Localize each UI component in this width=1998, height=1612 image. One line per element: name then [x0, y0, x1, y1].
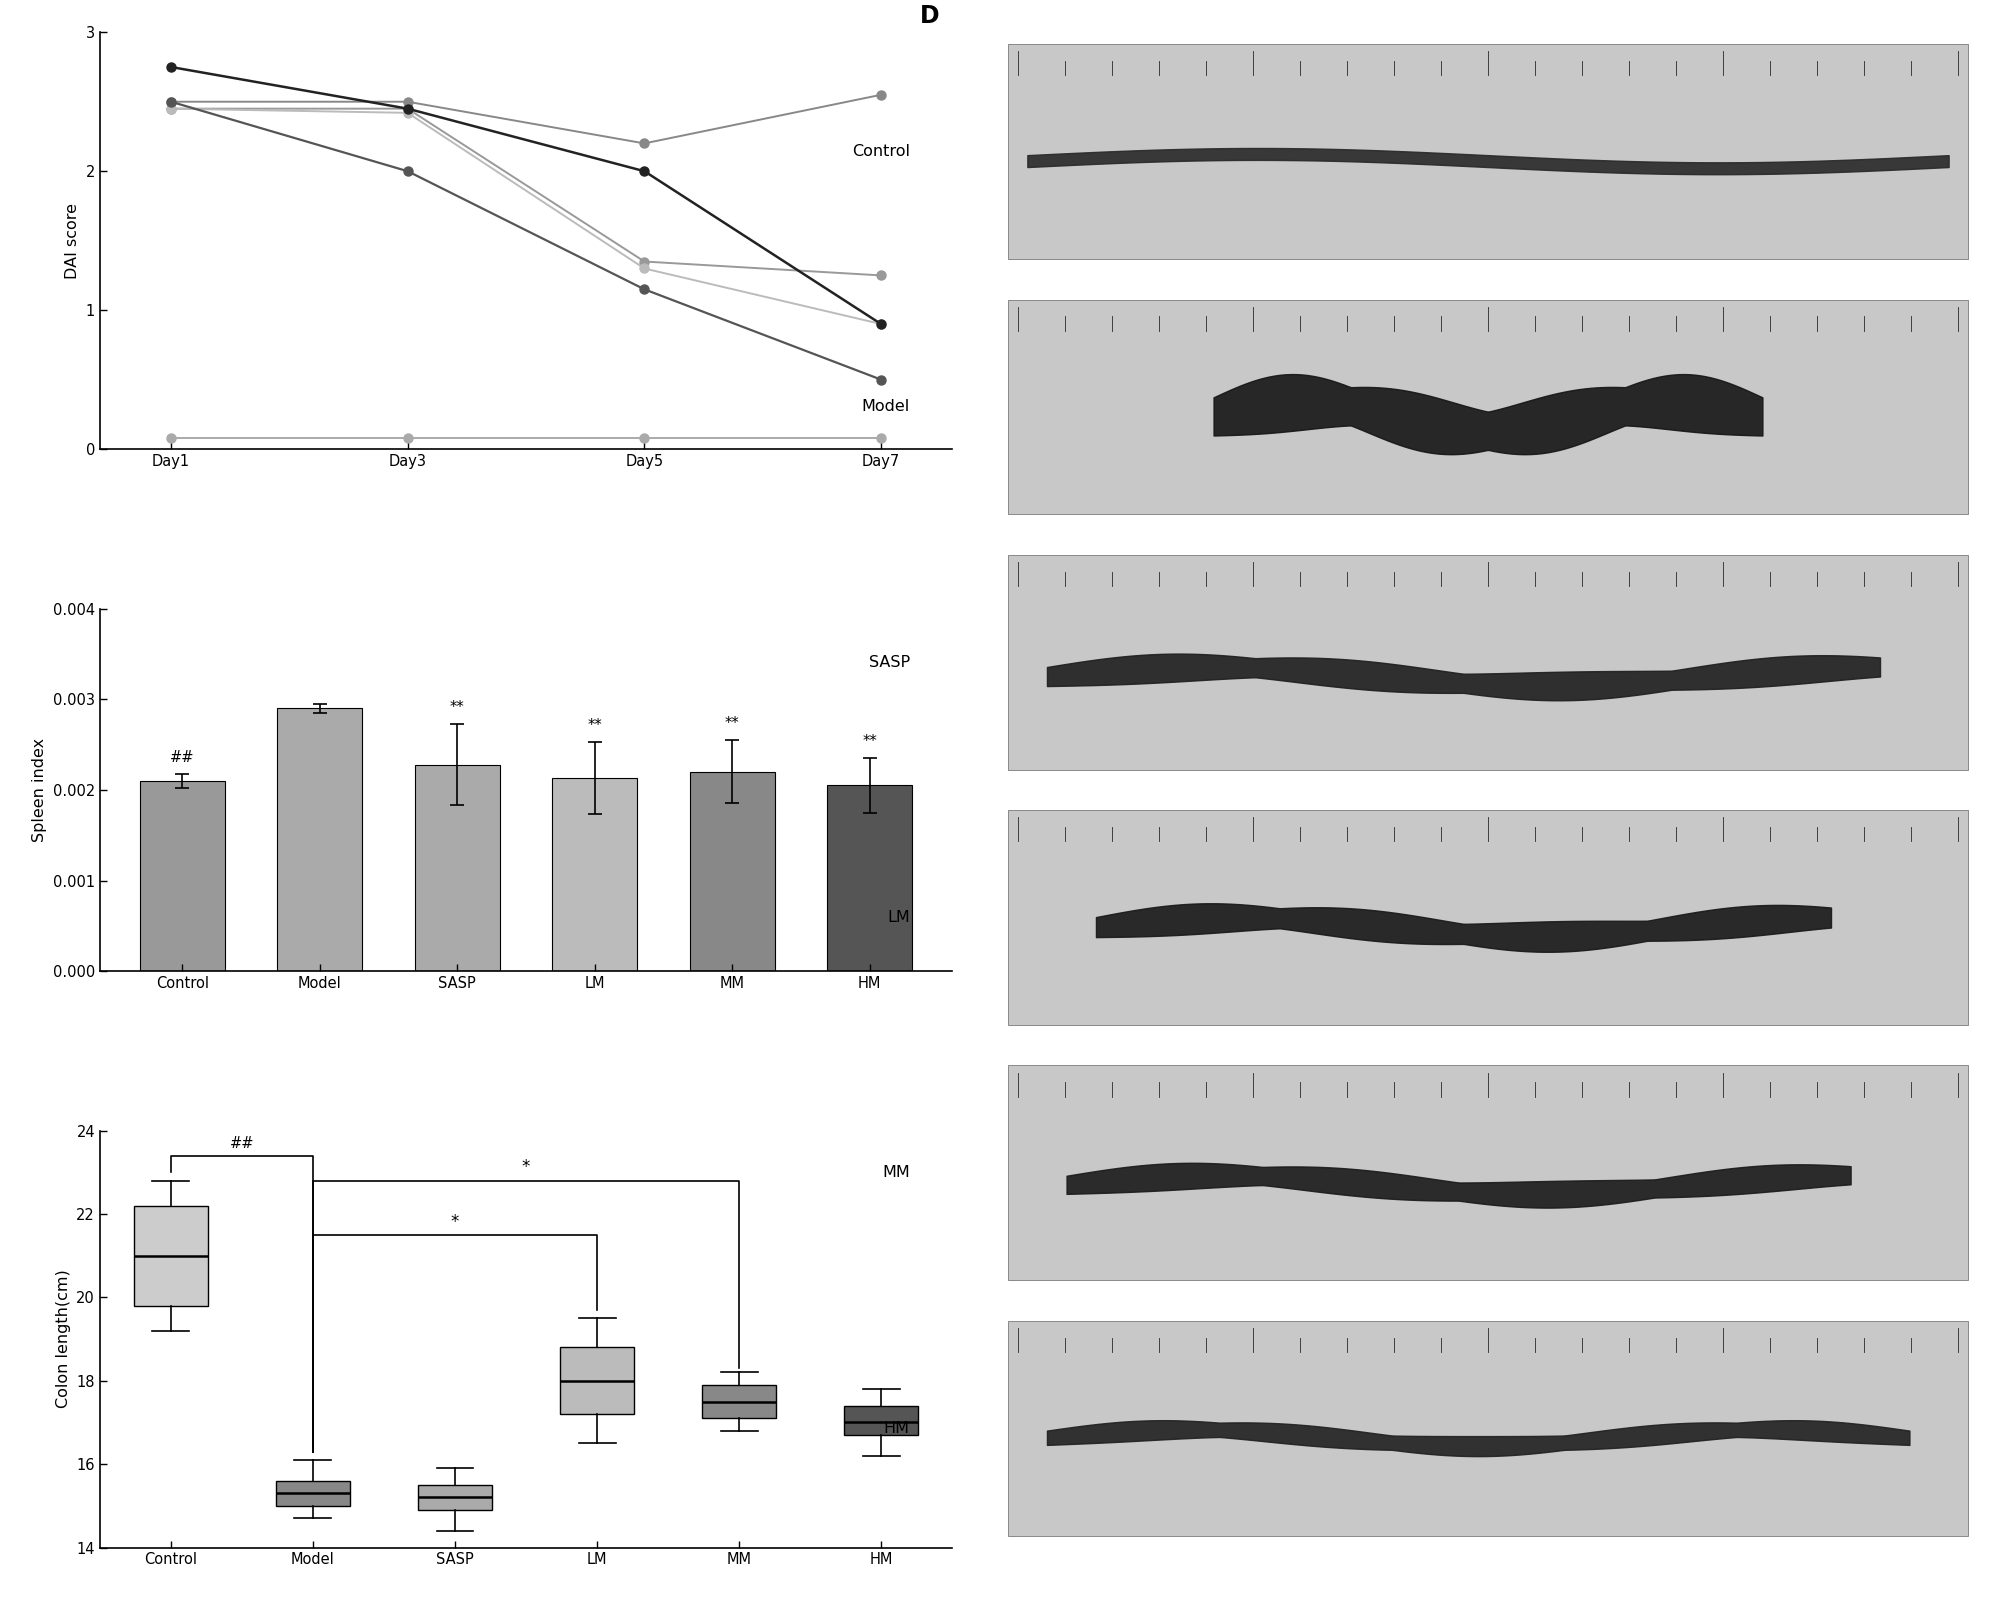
Text: LM: LM — [887, 911, 909, 925]
PathPatch shape — [134, 1206, 208, 1306]
Bar — [416, 764, 500, 970]
PathPatch shape — [701, 1385, 775, 1419]
Bar — [689, 772, 775, 970]
Bar — [827, 785, 913, 970]
PathPatch shape — [418, 1485, 492, 1510]
Text: MM: MM — [881, 1165, 909, 1180]
PathPatch shape — [559, 1348, 633, 1414]
Bar — [551, 779, 637, 970]
PathPatch shape — [276, 1481, 350, 1506]
Text: **: ** — [587, 717, 601, 733]
Text: **: ** — [725, 716, 739, 730]
Bar — [140, 780, 226, 970]
Text: **: ** — [863, 733, 877, 750]
Text: HM: HM — [883, 1420, 909, 1436]
Bar — [278, 708, 362, 970]
Y-axis label: Colon length(cm): Colon length(cm) — [56, 1270, 70, 1409]
PathPatch shape — [845, 1406, 917, 1435]
Text: *: * — [521, 1159, 529, 1177]
Text: ##: ## — [170, 750, 194, 764]
Text: D: D — [919, 3, 939, 27]
Text: Model: Model — [861, 400, 909, 414]
Text: SASP: SASP — [869, 654, 909, 669]
Y-axis label: DAI score: DAI score — [66, 203, 80, 279]
Y-axis label: Spleen index: Spleen index — [32, 738, 48, 841]
Text: ##: ## — [230, 1136, 254, 1151]
Legend: Control, Model, SASP, LM, MM, HM: Control, Model, SASP, LM, MM, HM — [1167, 134, 1269, 264]
Text: Control: Control — [851, 143, 909, 160]
Text: **: ** — [450, 700, 466, 714]
Text: *: * — [452, 1212, 460, 1230]
